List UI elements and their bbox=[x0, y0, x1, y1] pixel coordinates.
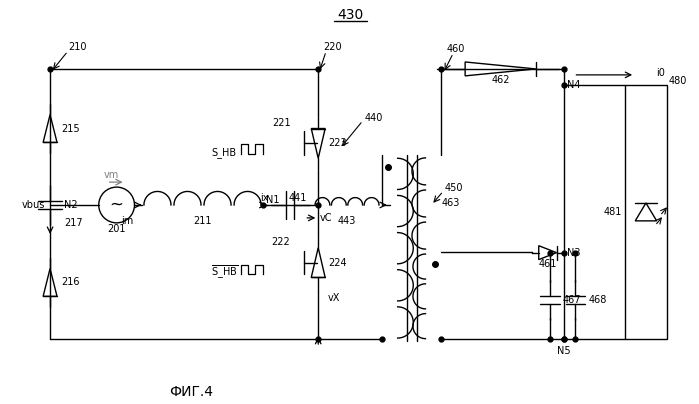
Text: 215: 215 bbox=[61, 124, 80, 133]
Text: 211: 211 bbox=[193, 216, 211, 226]
Text: 460: 460 bbox=[447, 44, 465, 54]
Text: 216: 216 bbox=[61, 278, 80, 287]
Text: N4: N4 bbox=[568, 80, 581, 90]
Text: i0: i0 bbox=[656, 68, 665, 78]
Text: 201: 201 bbox=[108, 224, 126, 234]
Text: S_HB: S_HB bbox=[211, 147, 236, 158]
Text: 443: 443 bbox=[338, 216, 356, 226]
Text: N5: N5 bbox=[556, 346, 570, 356]
Text: vm: vm bbox=[104, 170, 120, 180]
Text: N3: N3 bbox=[568, 248, 581, 258]
Text: ФИГ.4: ФИГ.4 bbox=[169, 385, 213, 399]
Text: N1: N1 bbox=[266, 195, 279, 205]
Text: 467: 467 bbox=[563, 295, 581, 305]
Text: 468: 468 bbox=[589, 295, 607, 305]
Bar bbox=[625, 85, 667, 339]
Text: 210: 210 bbox=[68, 42, 87, 52]
Text: 481: 481 bbox=[604, 207, 622, 217]
Text: vbus: vbus bbox=[22, 200, 45, 210]
Text: 450: 450 bbox=[445, 183, 463, 193]
Text: 463: 463 bbox=[441, 198, 460, 208]
Text: 430: 430 bbox=[337, 8, 363, 22]
Text: $\overline{\rm S\_HB}$: $\overline{\rm S\_HB}$ bbox=[211, 264, 238, 281]
Text: 461: 461 bbox=[538, 259, 557, 269]
Text: 217: 217 bbox=[64, 218, 82, 228]
Text: im: im bbox=[122, 216, 134, 226]
Text: vX: vX bbox=[328, 293, 340, 303]
Text: 462: 462 bbox=[491, 75, 510, 85]
Text: 223: 223 bbox=[328, 139, 347, 148]
Text: N2: N2 bbox=[64, 200, 78, 210]
Text: 440: 440 bbox=[365, 113, 383, 122]
Text: ix: ix bbox=[260, 193, 268, 203]
Text: 441: 441 bbox=[289, 193, 307, 203]
Text: 224: 224 bbox=[328, 258, 347, 267]
Text: ~: ~ bbox=[110, 196, 124, 214]
Text: 220: 220 bbox=[323, 42, 342, 52]
Text: 480: 480 bbox=[669, 76, 687, 86]
Text: 221: 221 bbox=[272, 118, 290, 128]
Text: 222: 222 bbox=[272, 237, 290, 247]
Text: vC: vC bbox=[320, 213, 333, 223]
